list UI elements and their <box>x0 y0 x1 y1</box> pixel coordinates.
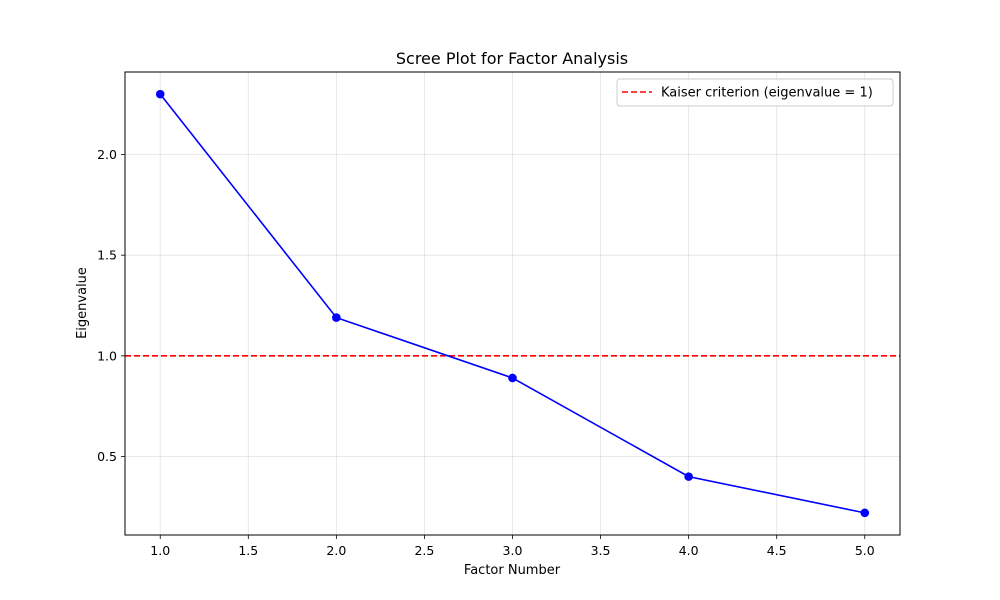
x-tick-label: 5.0 <box>855 543 875 558</box>
eigenvalue-point <box>860 508 870 518</box>
x-tick-label: 1.5 <box>238 543 258 558</box>
x-axis-title: Factor Number <box>464 563 561 578</box>
tick-layer: 1.0 1.5 2.0 2.5 3.0 3.5 4.0 4.5 5.0 0.5 1.0 1.5 2.0 <box>97 147 875 558</box>
x-tick-label: 4.5 <box>767 543 787 558</box>
eigenvalue-point <box>684 472 693 481</box>
y-tick-label: 0.5 <box>97 449 117 464</box>
x-tick-label: 4.0 <box>679 543 699 558</box>
legend-label-kaiser: Kaiser criterion (eigenvalue = 1) <box>661 86 873 101</box>
eigenvalue-point <box>155 89 165 99</box>
x-tick-label: 2.5 <box>414 543 434 558</box>
chart-title: Scree Plot for Factor Analysis <box>396 49 628 68</box>
x-tick-label: 3.0 <box>503 543 523 558</box>
y-tick-label: 1.5 <box>97 248 117 263</box>
x-tick-label: 3.5 <box>591 543 611 558</box>
legend: Kaiser criterion (eigenvalue = 1) <box>616 78 894 107</box>
eigenvalue-point <box>508 373 517 383</box>
y-tick-label: 1.0 <box>97 348 117 363</box>
y-tick-label: 2.0 <box>97 147 117 162</box>
x-tick-label: 1.0 <box>150 543 170 558</box>
series-layer <box>155 89 870 518</box>
eigenvalue-point <box>332 313 341 322</box>
legend-box <box>616 78 894 107</box>
y-axis-title: Eigenvalue <box>75 267 90 339</box>
x-tick-label: 2.0 <box>326 543 346 558</box>
